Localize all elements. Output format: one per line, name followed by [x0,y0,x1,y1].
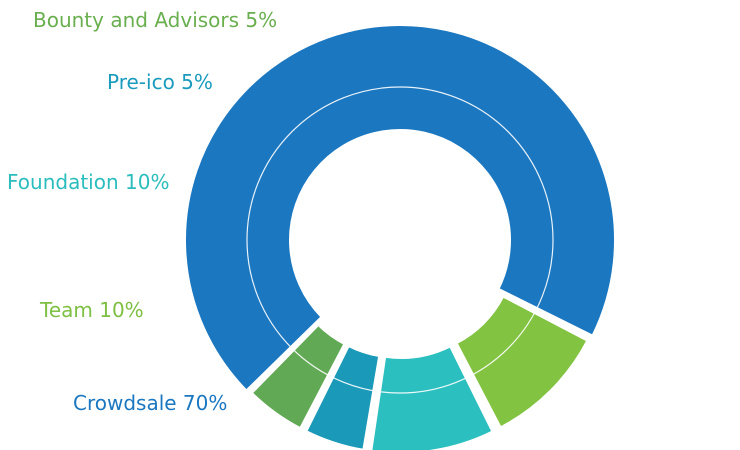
label-pre-ico: Pre-ico 5% [107,70,213,94]
label-crowdsale: Crowdsale 70% [73,391,228,415]
slice-pre-ico [305,344,381,450]
label-team: Team 10% [40,298,144,322]
label-foundation: Foundation 10% [7,170,170,194]
slice-foundation [370,345,494,450]
slice-team [455,295,589,429]
slice-bounty-and-advisors [250,323,346,430]
guide-ring [246,86,554,394]
slice-crowdsale [184,24,616,392]
label-bounty-and-advisors: Bounty and Advisors 5% [33,8,278,32]
